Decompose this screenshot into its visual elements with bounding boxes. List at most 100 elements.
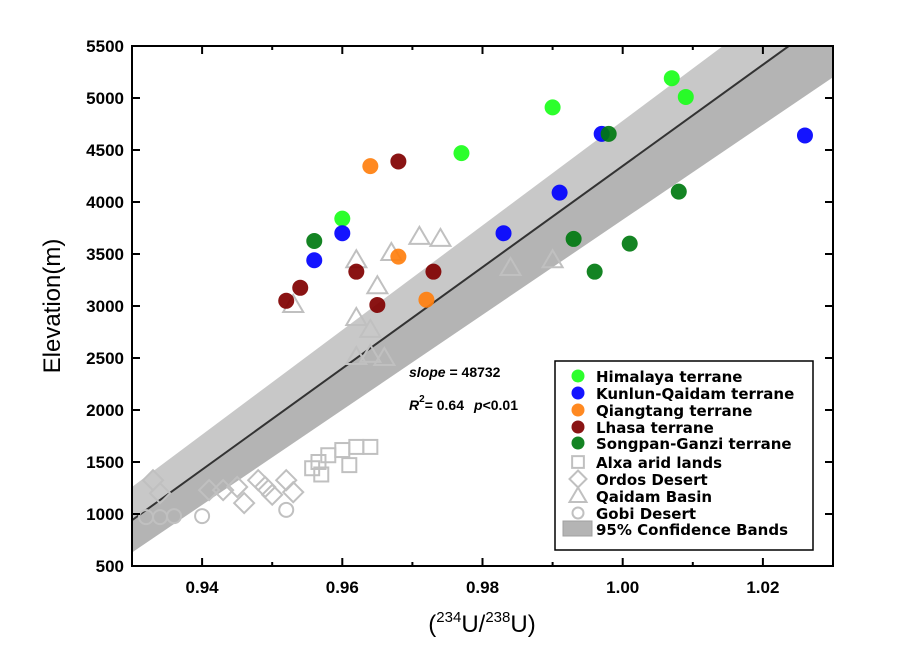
series-ordos-desert (141, 468, 305, 515)
legend-label: Alxa arid lands (596, 454, 722, 472)
data-point (313, 466, 330, 483)
legend-marker-icon (571, 506, 585, 520)
data-point (362, 438, 379, 455)
data-point (194, 508, 211, 525)
data-point (418, 291, 435, 308)
legend-item: Qiangtang terrane (571, 402, 752, 420)
y-tick-label: 4500 (86, 141, 124, 160)
r2-value: = 0.64 (425, 397, 465, 413)
legend-label: Himalaya terrane (596, 368, 742, 386)
data-point (225, 475, 249, 499)
legend-marker-icon (571, 403, 585, 417)
data-point (540, 248, 565, 269)
data-point (677, 88, 694, 105)
y-tick-label: 5500 (86, 37, 124, 56)
confidence-band-lower (132, 46, 833, 553)
legend-label: Songpan-Ganzi terrane (596, 435, 792, 453)
y-tick-label: 1500 (86, 453, 124, 472)
legend-marker-icon (571, 436, 585, 450)
data-point (341, 457, 358, 474)
y-axis-title: Elevation(m) (39, 239, 66, 374)
data-point (232, 491, 256, 515)
data-points-layer (138, 70, 813, 526)
x-tick-label: 0.94 (186, 578, 220, 597)
legend-item: Himalaya terrane (571, 368, 742, 386)
legend-marker-icon (571, 455, 585, 469)
data-point (565, 230, 582, 247)
slope-label: slope (409, 364, 446, 380)
data-point (278, 292, 295, 309)
y-tick-label: 500 (96, 557, 124, 576)
data-point (390, 248, 407, 265)
legend-item: Qaidam Basin (567, 485, 712, 506)
data-point (407, 224, 432, 245)
data-point (246, 468, 270, 492)
legend-marker-icon (571, 369, 585, 383)
data-point (358, 317, 383, 338)
p-value: <0.01 (483, 397, 519, 413)
series-lhasa-terrane (278, 153, 442, 313)
data-point (600, 125, 617, 142)
data-point (358, 342, 383, 363)
legend-label: Qaidam Basin (596, 488, 712, 506)
x-axis-title-close: U) (510, 611, 535, 638)
p-label: p (473, 397, 483, 413)
legend-item: Gobi Desert (571, 505, 696, 523)
y-tick-label: 2000 (86, 401, 124, 420)
data-point (372, 346, 397, 366)
data-point (621, 235, 638, 252)
regression-line-layer (132, 46, 791, 522)
legend-label: 95% Confidence Bands (596, 521, 788, 539)
x-tick-label: 0.96 (326, 578, 359, 597)
x-tick-label: 0.98 (466, 578, 499, 597)
legend-marker-icon (571, 420, 585, 434)
data-point (390, 153, 407, 170)
legend-item: Songpan-Ganzi terrane (571, 435, 792, 453)
legend-item: Alxa arid lands (571, 454, 722, 472)
axis-ticks: 0.94 0.96 0.98 1.00 1.02 500 1000 1500 2000 2500 3… (86, 37, 833, 597)
data-point (344, 305, 369, 326)
data-point (670, 183, 687, 200)
data-point (278, 501, 295, 518)
legend-label: Qiangtang terrane (596, 402, 752, 420)
data-point (425, 263, 442, 280)
data-point (586, 263, 603, 280)
data-point (334, 225, 351, 242)
data-point (292, 279, 309, 296)
x-axis-title-sup2: 238 (485, 609, 510, 626)
regression-line (132, 46, 791, 522)
data-point (334, 442, 351, 459)
data-point (453, 145, 470, 162)
data-point (166, 508, 183, 525)
data-point (148, 481, 172, 505)
data-point (260, 483, 284, 507)
x-axis-title-sup1: 234 (436, 609, 461, 626)
series-alxa-arid-lands (304, 438, 379, 483)
data-point (365, 274, 390, 295)
y-tick-label: 3000 (86, 297, 124, 316)
r2-label: R (409, 397, 420, 413)
y-tick-label: 4000 (86, 193, 124, 212)
series-songpan-ganzi-terrane (306, 125, 687, 280)
legend-label: Kunlun-Qaidam terrane (596, 385, 794, 403)
x-tick-label: 1.02 (746, 578, 779, 597)
data-point (253, 475, 277, 499)
legend-item: 95% Confidence Bands (562, 520, 788, 539)
legend-label: Ordos Desert (596, 471, 708, 489)
data-point (362, 158, 379, 175)
data-point (344, 344, 369, 365)
data-point (663, 70, 680, 87)
r2-annotation: R2= 0.64 p<0.01 (409, 394, 518, 413)
y-tick-label: 3500 (86, 245, 124, 264)
data-point (498, 256, 523, 277)
data-point (495, 225, 512, 242)
data-point (428, 226, 453, 247)
series-qaidam-basin (281, 224, 565, 366)
slope-annotation: slope = 48732 (409, 364, 501, 380)
x-axis-title-open: ( (428, 611, 436, 638)
data-point (281, 480, 305, 504)
legend-band-swatch-icon (562, 520, 593, 537)
